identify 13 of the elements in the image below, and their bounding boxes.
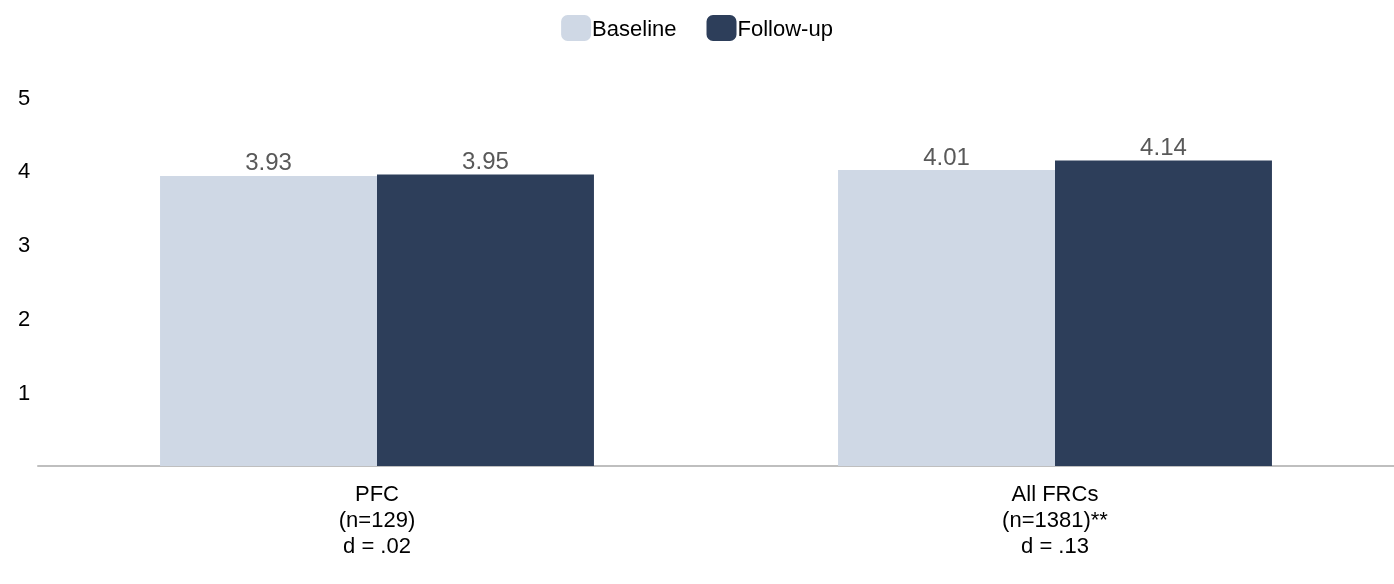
x-tick-label: PFC (n=129) d = .02	[338, 480, 416, 558]
data-label: 3.95	[462, 146, 509, 174]
y-tick-label: 3	[18, 232, 31, 258]
y-tick-label: 1	[18, 379, 31, 405]
x-tick-label: All FRCs (n=1381)** d = .13	[1002, 480, 1109, 558]
y-tick-label: 4	[18, 158, 31, 184]
y-tick-label: 2	[18, 305, 31, 331]
data-label: 4.14	[1140, 132, 1187, 160]
legend-label: Follow-up	[737, 15, 833, 41]
y-tick-label: 5	[18, 84, 31, 110]
data-label: 4.01	[923, 142, 970, 170]
data-label: 3.93	[245, 148, 292, 176]
legend-label: Baseline	[592, 15, 677, 41]
